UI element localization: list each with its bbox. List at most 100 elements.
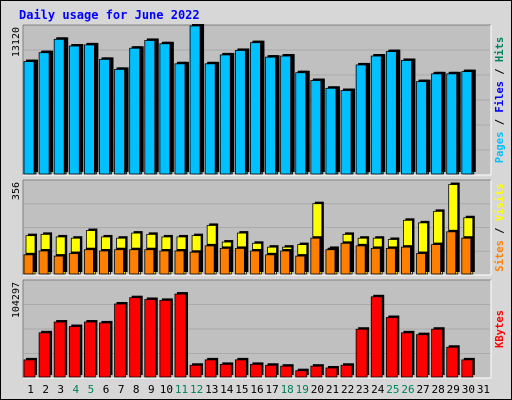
bar-pages: [295, 72, 307, 175]
bar-sites: [159, 250, 170, 275]
bar-kbytes: [174, 293, 187, 378]
day-label: 10: [160, 383, 173, 396]
bar-kbytes: [461, 359, 474, 378]
bar-pages: [234, 50, 246, 175]
bar-kbytes: [250, 363, 262, 378]
bar-pages: [114, 68, 125, 175]
bar-pages: [99, 58, 110, 175]
legend-item-pages: Pages: [494, 132, 506, 164]
day-label: 24: [371, 383, 385, 396]
bar-sites: [325, 249, 336, 275]
bar-kbytes: [204, 359, 217, 378]
bar-sites: [234, 248, 245, 275]
day-label: 25: [386, 383, 399, 396]
day-label: 26: [401, 383, 414, 396]
day-label: 14: [220, 383, 234, 396]
bar-pages: [23, 61, 35, 175]
bar-kbytes: [355, 328, 368, 378]
bar-kbytes: [129, 297, 142, 378]
bar-sites: [370, 248, 381, 275]
day-label: 22: [341, 383, 354, 396]
bar-pages: [189, 25, 201, 175]
max-value-label-middle: 356: [11, 182, 22, 200]
bar-sites: [144, 249, 155, 275]
bar-pages: [370, 55, 382, 175]
bar-kbytes: [68, 326, 81, 378]
legend-item-hits: Hits: [494, 37, 506, 62]
day-label: 7: [118, 383, 125, 396]
bar-sites: [280, 250, 291, 275]
bar-pages: [250, 42, 261, 175]
bar-pages: [83, 44, 95, 175]
day-label: 15: [235, 383, 248, 396]
bar-kbytes: [189, 364, 202, 378]
bar-kbytes: [99, 322, 111, 378]
bar-kbytes: [310, 365, 323, 378]
chart-title: Daily usage for June 2022: [19, 8, 200, 22]
day-label: 6: [103, 383, 110, 396]
bar-sites: [114, 249, 124, 275]
panel-middle: 356 Sites / Visits: [11, 179, 506, 276]
bar-pages: [355, 64, 367, 175]
bar-pages: [144, 40, 156, 175]
day-label: 3: [57, 383, 64, 396]
legend-separator: /: [494, 221, 506, 240]
day-label: 27: [416, 383, 429, 396]
bar-pages: [310, 80, 322, 175]
panel-bottom: 104297 KBytes: [11, 279, 506, 379]
day-label: 29: [447, 383, 460, 396]
bar-pages: [431, 73, 443, 175]
chart-panels: 13120 Pages / Files / Hits 356 Sites / Visi…: [11, 23, 506, 379]
bar-sites: [265, 254, 275, 275]
bar-kbytes: [265, 364, 277, 378]
bar-sites: [129, 249, 140, 275]
day-label: 23: [356, 383, 369, 396]
day-label: 21: [326, 383, 339, 396]
bar-pages: [68, 45, 80, 175]
bar-sites: [416, 253, 426, 275]
bar-kbytes: [325, 367, 338, 378]
bar-sites: [23, 254, 34, 275]
bar-kbytes: [446, 346, 459, 378]
panel-top: 13120 Pages / Files / Hits: [11, 23, 506, 176]
day-label: 31: [477, 383, 490, 396]
day-label: 2: [42, 383, 49, 396]
bar-sites: [401, 246, 411, 275]
legend-middle: Sites / Visits: [494, 183, 506, 272]
day-label: 16: [250, 383, 263, 396]
bar-sites: [250, 250, 260, 275]
day-axis-labels: 1 2 3 4 5 6 7 8 9 10 11 12 13 14 15 16 17 18 19 20 21 22 23 24 2…: [27, 383, 490, 396]
bar-sites: [204, 245, 215, 275]
bar-kbytes: [53, 321, 66, 378]
bar-sites: [340, 242, 351, 275]
bar-kbytes: [144, 299, 157, 378]
legend-item-sites: Sites: [494, 240, 506, 272]
day-label: 17: [265, 383, 278, 396]
bar-sites: [355, 245, 366, 275]
bar-sites: [461, 237, 472, 275]
day-label: 13: [205, 383, 218, 396]
legend-bottom: KBytes: [494, 310, 506, 348]
legend-item-kbytes: KBytes: [494, 310, 506, 348]
bar-pages: [129, 47, 141, 175]
max-value-label-bottom: 104297: [11, 282, 22, 318]
bar-sites: [446, 231, 457, 275]
day-label: 28: [432, 383, 445, 396]
legend-separator: /: [494, 62, 506, 81]
bar-kbytes: [159, 299, 172, 378]
bar-kbytes: [23, 359, 36, 378]
bar-sites: [295, 255, 306, 275]
day-label: 18: [281, 383, 294, 396]
day-label: 4: [73, 383, 80, 396]
bar-kbytes: [234, 359, 247, 378]
bar-kbytes: [38, 332, 51, 378]
day-label: 12: [190, 383, 203, 396]
legend-item-files: Files: [494, 81, 506, 113]
day-label: 20: [311, 383, 324, 396]
bar-pages: [461, 71, 473, 175]
day-label: 8: [133, 383, 140, 396]
day-label: 11: [175, 383, 188, 396]
bar-sites: [68, 253, 79, 275]
day-label: 19: [296, 383, 309, 396]
